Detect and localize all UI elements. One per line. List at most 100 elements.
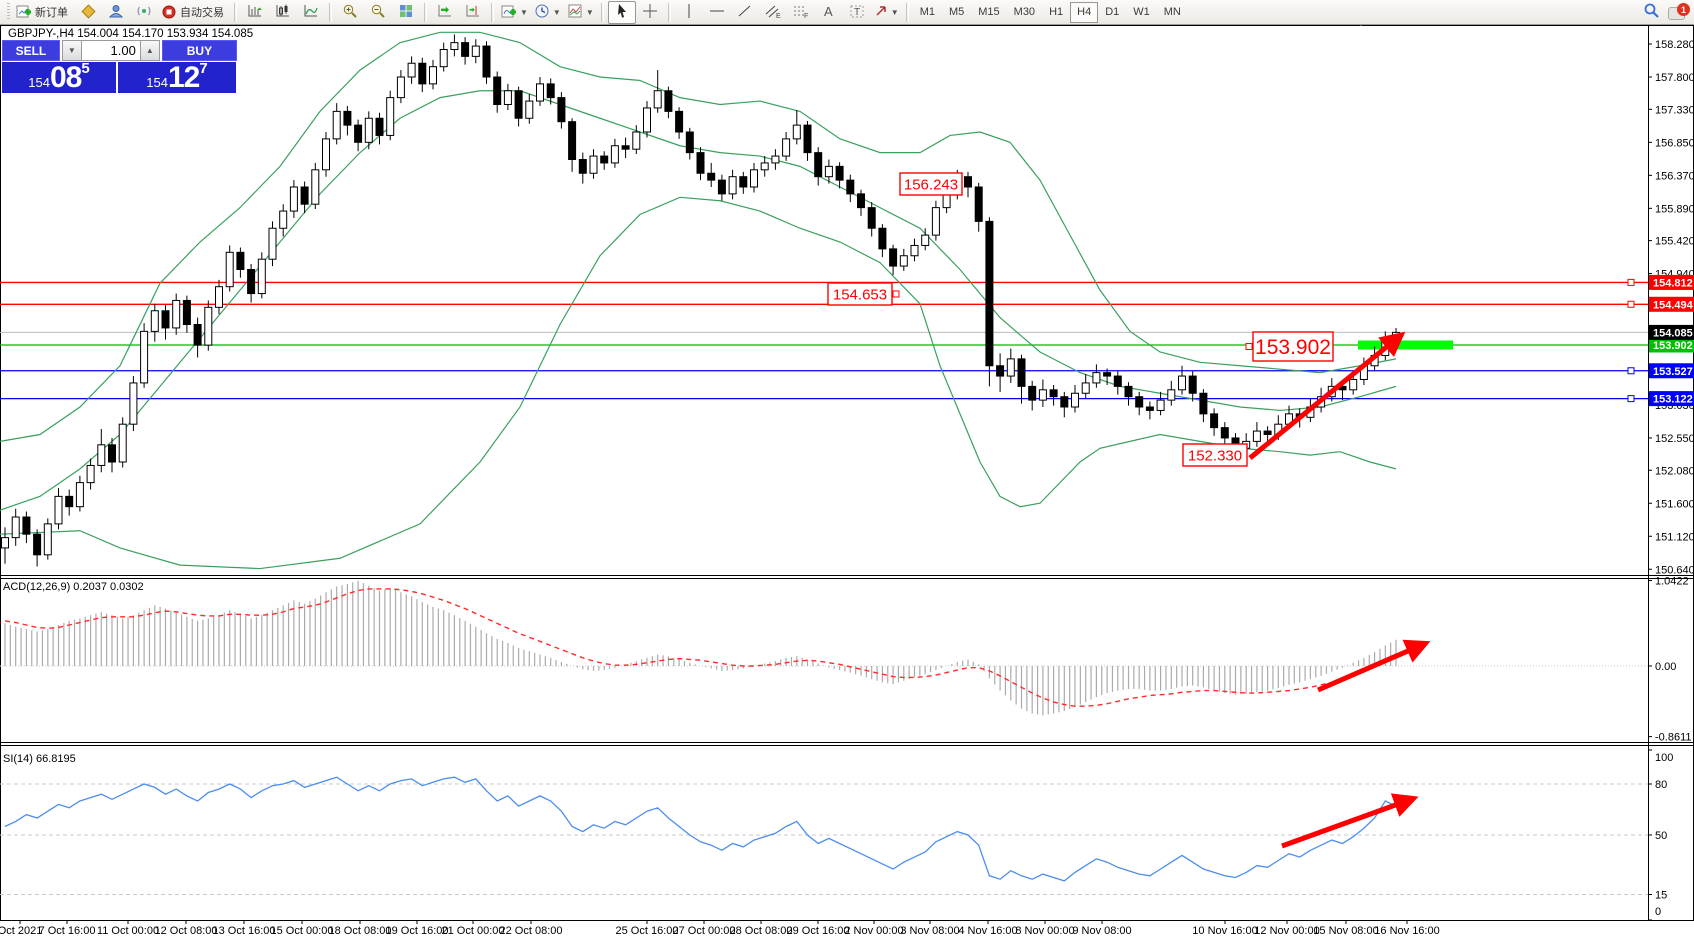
zoom-in-button[interactable] (336, 1, 364, 24)
market-watch-button[interactable] (74, 1, 102, 24)
autotrade-button[interactable]: 自动交易 (158, 1, 230, 24)
sell-price-display[interactable]: 154 08 5 (2, 61, 116, 93)
vertical-line-icon (683, 3, 695, 22)
horizontal-line-tool[interactable] (703, 1, 731, 24)
bull-candle (215, 286, 223, 308)
svg-text:158.280: 158.280 (1655, 39, 1694, 51)
buy-button[interactable]: BUY (161, 40, 237, 61)
indicators-button[interactable]: ▼ (498, 1, 531, 24)
annotation-153.902[interactable]: 153.902 (1245, 331, 1334, 362)
timeframe-button-w1[interactable]: W1 (1133, 6, 1150, 18)
svg-text:157.330: 157.330 (1655, 104, 1694, 116)
sell-price-prefix: 154 (28, 75, 50, 90)
volume-decrease-button[interactable]: ▼ (61, 40, 82, 61)
profile-button[interactable] (102, 1, 130, 24)
svg-text:154.085: 154.085 (1653, 327, 1693, 339)
toolbar-grip[interactable] (7, 3, 10, 21)
rsi-pane: SI(14) 66.8195 (0, 753, 1648, 895)
cursor-tool-button[interactable] (607, 0, 636, 24)
line-chart-icon (303, 3, 319, 22)
bull-candle (782, 138, 791, 157)
hline-153.122[interactable] (0, 395, 1648, 403)
crosshair-icon (642, 3, 658, 22)
new-order-button[interactable]: 新订单 (13, 1, 74, 24)
hline-154.494[interactable] (0, 300, 1648, 308)
notification-button[interactable]: 1 (1668, 3, 1690, 22)
annotation-152.330[interactable]: 152.330 (1182, 443, 1248, 467)
timeframe-button-mn[interactable]: MN (1163, 6, 1181, 18)
vertical-line-tool[interactable] (675, 1, 703, 24)
svg-text:156.370: 156.370 (1655, 170, 1694, 182)
periods-button[interactable]: ▼ (531, 1, 564, 24)
chart-shift-button[interactable] (459, 1, 487, 24)
timeframe-button-h4[interactable]: H4 (1070, 1, 1099, 23)
bear-candle (964, 176, 972, 188)
timeframe-button-m1[interactable]: M1 (919, 6, 935, 18)
bull-candle (172, 299, 181, 329)
svg-text:28 Oct 08:00: 28 Oct 08:00 (730, 925, 793, 937)
toolbar-right: 1 (1643, 2, 1690, 24)
candlestick-chart-icon (275, 3, 291, 22)
bear-candle (739, 176, 748, 188)
text-tool[interactable]: A (815, 1, 843, 24)
signal-icon (136, 3, 152, 22)
bull-candle (386, 97, 395, 136)
timeframe-button-m5[interactable]: M5 (948, 6, 965, 18)
text-icon: A (822, 3, 836, 22)
price-badge-153.527: 153.527 (1649, 363, 1694, 379)
volume-input[interactable] (81, 40, 140, 61)
bull-candle (86, 464, 95, 484)
arrows-tool[interactable]: ▼ (871, 1, 902, 24)
toolbar-separator (424, 2, 427, 22)
label-tool[interactable]: T (843, 1, 871, 24)
svg-text:154.812: 154.812 (1653, 277, 1693, 289)
bear-candle (857, 193, 865, 209)
tile-windows-button[interactable] (392, 1, 420, 24)
bear-candle (108, 444, 116, 463)
hline-153.527[interactable] (0, 367, 1648, 375)
candlestick-chart-button[interactable] (269, 1, 297, 24)
svg-text:29 Oct 16:00: 29 Oct 16:00 (787, 925, 850, 937)
pane-frames (0, 25, 1694, 921)
trendline-tool[interactable] (731, 1, 759, 24)
line-chart-button[interactable] (297, 1, 325, 24)
highlight-bar[interactable] (1358, 340, 1453, 350)
timeframe-button-m30[interactable]: M30 (1013, 6, 1036, 18)
sell-button[interactable]: SELL (2, 40, 60, 61)
annotation-156.243[interactable]: 156.243 (899, 172, 963, 196)
profile-icon (108, 3, 124, 22)
autotrade-stop-icon (161, 3, 177, 22)
bear-candle (578, 159, 587, 174)
bull-candle (760, 162, 769, 171)
bear-candle (1199, 392, 1208, 415)
bar-chart-button[interactable] (241, 1, 269, 24)
line-handle (1627, 367, 1635, 375)
signal-button[interactable] (130, 1, 158, 24)
text-annotations[interactable]: 156.243 154.653 153.902 152.330 (827, 172, 1334, 467)
timeframe-button-m15[interactable]: M15 (978, 6, 1000, 18)
toolbar-separator (667, 2, 671, 22)
trend-arrows[interactable] (1248, 331, 1431, 849)
fibonacci-tool[interactable]: F (787, 1, 815, 24)
volume-increase-button[interactable]: ▲ (139, 40, 160, 61)
price-badge-153.902: 153.902 (1649, 337, 1694, 353)
equidistant-channel-tool[interactable]: E (759, 1, 787, 24)
crosshair-tool-button[interactable] (636, 1, 664, 24)
auto-scroll-button[interactable] (431, 1, 459, 24)
bull-candle (632, 131, 641, 150)
annotation-154.653[interactable]: 154.653 (827, 282, 900, 306)
buy-price-display[interactable]: 154 12 7 (118, 61, 236, 93)
svg-text:12 Oct 08:00: 12 Oct 08:00 (155, 925, 218, 937)
bear-candle (985, 220, 994, 367)
search-icon[interactable] (1643, 2, 1660, 24)
zoom-out-button[interactable] (364, 1, 392, 24)
svg-text:4 Nov 16:00: 4 Nov 16:00 (958, 925, 1017, 937)
timeframe-button-d1[interactable]: D1 (1105, 6, 1120, 18)
timeframe-button-h1[interactable]: H1 (1049, 6, 1064, 18)
hline-154.812[interactable] (0, 278, 1648, 286)
templates-button[interactable]: ▼ (564, 1, 597, 24)
svg-text:21 Oct 00:00: 21 Oct 00:00 (442, 925, 505, 937)
bear-candle (600, 155, 609, 164)
